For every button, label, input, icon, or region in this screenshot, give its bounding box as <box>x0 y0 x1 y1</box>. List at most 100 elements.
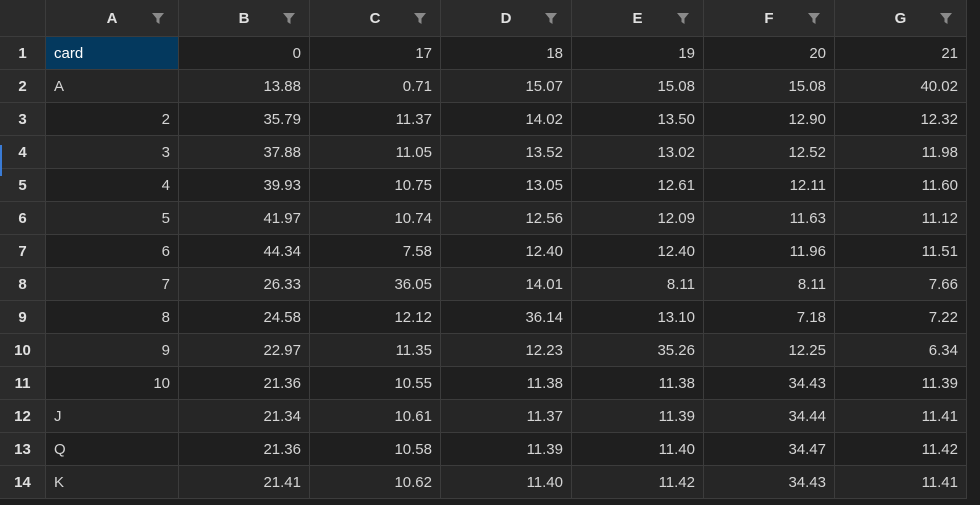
cell-f8[interactable]: 8.11 <box>704 268 835 301</box>
cell-c3[interactable]: 11.37 <box>310 103 441 136</box>
cell-d9[interactable]: 36.14 <box>441 301 572 334</box>
cell-e11[interactable]: 11.38 <box>572 367 704 400</box>
cell-e13[interactable]: 11.40 <box>572 433 704 466</box>
row-header-4[interactable]: 4 <box>0 136 46 169</box>
cell-e3[interactable]: 13.50 <box>572 103 704 136</box>
cell-f6[interactable]: 11.63 <box>704 202 835 235</box>
row-header-2[interactable]: 2 <box>0 70 46 103</box>
cell-d2[interactable]: 15.07 <box>441 70 572 103</box>
cell-d4[interactable]: 13.52 <box>441 136 572 169</box>
cell-c12[interactable]: 10.61 <box>310 400 441 433</box>
cell-a3[interactable]: 2 <box>46 103 179 136</box>
filter-funnel-icon[interactable] <box>808 13 820 24</box>
cell-d12[interactable]: 11.37 <box>441 400 572 433</box>
cell-f3[interactable]: 12.90 <box>704 103 835 136</box>
cell-e5[interactable]: 12.61 <box>572 169 704 202</box>
cell-c1[interactable]: 17 <box>310 37 441 70</box>
filter-funnel-icon[interactable] <box>283 13 295 24</box>
row-header-9[interactable]: 9 <box>0 301 46 334</box>
cell-g13[interactable]: 11.42 <box>835 433 967 466</box>
cell-b5[interactable]: 39.93 <box>179 169 310 202</box>
cell-c2[interactable]: 0.71 <box>310 70 441 103</box>
cell-e1[interactable]: 19 <box>572 37 704 70</box>
cell-g12[interactable]: 11.41 <box>835 400 967 433</box>
cell-c11[interactable]: 10.55 <box>310 367 441 400</box>
row-header-3[interactable]: 3 <box>0 103 46 136</box>
cell-b3[interactable]: 35.79 <box>179 103 310 136</box>
cell-c4[interactable]: 11.05 <box>310 136 441 169</box>
cell-d5[interactable]: 13.05 <box>441 169 572 202</box>
cell-a8[interactable]: 7 <box>46 268 179 301</box>
cell-a11[interactable]: 10 <box>46 367 179 400</box>
cell-e12[interactable]: 11.39 <box>572 400 704 433</box>
filter-funnel-icon[interactable] <box>152 13 164 24</box>
cell-e8[interactable]: 8.11 <box>572 268 704 301</box>
cell-c14[interactable]: 10.62 <box>310 466 441 499</box>
cell-c5[interactable]: 10.75 <box>310 169 441 202</box>
cell-g9[interactable]: 7.22 <box>835 301 967 334</box>
cell-b11[interactable]: 21.36 <box>179 367 310 400</box>
cell-f13[interactable]: 34.47 <box>704 433 835 466</box>
cell-g3[interactable]: 12.32 <box>835 103 967 136</box>
cell-a6[interactable]: 5 <box>46 202 179 235</box>
cell-d7[interactable]: 12.40 <box>441 235 572 268</box>
filter-funnel-icon[interactable] <box>545 13 557 24</box>
column-header-b[interactable]: B <box>179 0 310 37</box>
cell-a13[interactable]: Q <box>46 433 179 466</box>
cell-e7[interactable]: 12.40 <box>572 235 704 268</box>
cell-e9[interactable]: 13.10 <box>572 301 704 334</box>
cell-g2[interactable]: 40.02 <box>835 70 967 103</box>
cell-g4[interactable]: 11.98 <box>835 136 967 169</box>
row-header-11[interactable]: 11 <box>0 367 46 400</box>
cell-g10[interactable]: 6.34 <box>835 334 967 367</box>
cell-d11[interactable]: 11.38 <box>441 367 572 400</box>
cell-a4[interactable]: 3 <box>46 136 179 169</box>
cell-b6[interactable]: 41.97 <box>179 202 310 235</box>
row-header-1[interactable]: 1 <box>0 37 46 70</box>
cell-a10[interactable]: 9 <box>46 334 179 367</box>
filter-funnel-icon[interactable] <box>414 13 426 24</box>
cell-a14[interactable]: K <box>46 466 179 499</box>
cell-g14[interactable]: 11.41 <box>835 466 967 499</box>
column-header-c[interactable]: C <box>310 0 441 37</box>
row-header-10[interactable]: 10 <box>0 334 46 367</box>
row-header-12[interactable]: 12 <box>0 400 46 433</box>
cell-c8[interactable]: 36.05 <box>310 268 441 301</box>
cell-f5[interactable]: 12.11 <box>704 169 835 202</box>
cell-d1[interactable]: 18 <box>441 37 572 70</box>
cell-c10[interactable]: 11.35 <box>310 334 441 367</box>
cell-d6[interactable]: 12.56 <box>441 202 572 235</box>
column-header-g[interactable]: G <box>835 0 967 37</box>
cell-b10[interactable]: 22.97 <box>179 334 310 367</box>
cell-f14[interactable]: 34.43 <box>704 466 835 499</box>
cell-a7[interactable]: 6 <box>46 235 179 268</box>
cell-g11[interactable]: 11.39 <box>835 367 967 400</box>
cell-b9[interactable]: 24.58 <box>179 301 310 334</box>
cell-b14[interactable]: 21.41 <box>179 466 310 499</box>
row-header-14[interactable]: 14 <box>0 466 46 499</box>
cell-e2[interactable]: 15.08 <box>572 70 704 103</box>
cell-f2[interactable]: 15.08 <box>704 70 835 103</box>
cell-b2[interactable]: 13.88 <box>179 70 310 103</box>
filter-funnel-icon[interactable] <box>677 13 689 24</box>
cell-b13[interactable]: 21.36 <box>179 433 310 466</box>
cell-a1[interactable]: card <box>46 37 179 70</box>
cell-d8[interactable]: 14.01 <box>441 268 572 301</box>
cell-g7[interactable]: 11.51 <box>835 235 967 268</box>
cell-a12[interactable]: J <box>46 400 179 433</box>
cell-e4[interactable]: 13.02 <box>572 136 704 169</box>
cell-a2[interactable]: A <box>46 70 179 103</box>
cell-f10[interactable]: 12.25 <box>704 334 835 367</box>
column-header-d[interactable]: D <box>441 0 572 37</box>
cell-d3[interactable]: 14.02 <box>441 103 572 136</box>
cell-f11[interactable]: 34.43 <box>704 367 835 400</box>
cell-c6[interactable]: 10.74 <box>310 202 441 235</box>
row-header-8[interactable]: 8 <box>0 268 46 301</box>
cell-g6[interactable]: 11.12 <box>835 202 967 235</box>
cell-f12[interactable]: 34.44 <box>704 400 835 433</box>
cell-f4[interactable]: 12.52 <box>704 136 835 169</box>
cell-b8[interactable]: 26.33 <box>179 268 310 301</box>
cell-e6[interactable]: 12.09 <box>572 202 704 235</box>
cell-f1[interactable]: 20 <box>704 37 835 70</box>
filter-funnel-icon[interactable] <box>940 13 952 24</box>
